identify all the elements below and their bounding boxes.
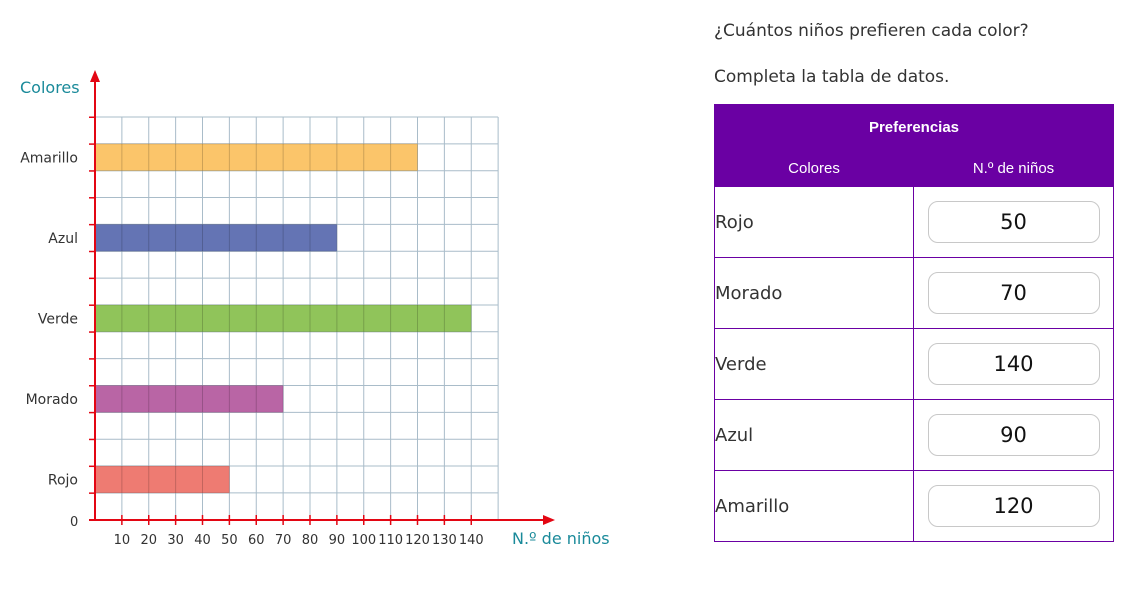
count-input[interactable]: 120 — [927, 485, 1100, 527]
bar-rojo — [94, 465, 230, 494]
bar-amarillo — [94, 143, 418, 172]
x-tick-label: 90 — [329, 533, 346, 548]
table-row: Verde 140 — [714, 328, 1114, 400]
value-cell: 50 — [913, 186, 1114, 258]
origin-label: 0 — [70, 515, 78, 530]
value-cell: 90 — [913, 399, 1114, 471]
category-label: Amarillo — [20, 150, 78, 166]
category-label: Azul — [48, 231, 78, 247]
x-tick-label: 60 — [248, 533, 265, 548]
value-cell: 120 — [913, 470, 1114, 542]
table-title: Preferencias — [714, 104, 1114, 150]
color-name-cell: Verde — [714, 328, 914, 400]
bar-chart: Amarillo Azul Verde Morado Rojo 10 20 30 40 50 60 7… — [20, 70, 610, 548]
chart-labels: Amarillo Azul Verde Morado Rojo 10 20 30 40 50 60 7… — [20, 150, 483, 548]
x-tick-label: 140 — [459, 533, 484, 548]
x-tick-label: 10 — [114, 533, 131, 548]
category-label: Morado — [26, 392, 78, 408]
question-text: ¿Cuántos niños prefieren cada color? — [714, 21, 1029, 41]
bar-morado — [94, 385, 284, 413]
y-axis-arrow — [90, 70, 100, 82]
x-axis-title: N.º de niños — [512, 529, 610, 548]
table-row: Morado 70 — [714, 257, 1114, 329]
table-row: Amarillo 120 — [714, 470, 1114, 542]
data-panel: ¿Cuántos niños prefieren cada color? Com… — [714, 18, 1114, 542]
chart-bars — [94, 143, 472, 494]
column-header-colors: Colores — [714, 149, 914, 187]
y-axis-title: Colores — [20, 78, 80, 97]
x-tick-label: 30 — [167, 533, 184, 548]
color-name-cell: Rojo — [714, 186, 914, 258]
x-tick-label: 130 — [432, 533, 457, 548]
x-tick-label: 20 — [140, 533, 157, 548]
count-input[interactable]: 140 — [927, 343, 1100, 385]
value-cell: 70 — [913, 257, 1114, 329]
table-row: Azul 90 — [714, 399, 1114, 471]
bar-verde — [94, 304, 472, 333]
bar-azul — [94, 223, 338, 252]
x-tick-label: 120 — [405, 533, 430, 548]
count-input[interactable]: 50 — [927, 201, 1100, 243]
chart-axes — [89, 70, 555, 525]
column-header-count: N.º de niños — [913, 149, 1114, 187]
data-table: Preferencias Colores N.º de niños Rojo 50… — [714, 104, 1114, 542]
color-name-cell: Azul — [714, 399, 914, 471]
x-axis-arrow — [543, 515, 555, 525]
table-body: Rojo 50 Morado 70 Verde 140 Azul 90 Amarillo 120 — [714, 186, 1114, 542]
table-row: Rojo 50 — [714, 186, 1114, 258]
x-tick-label: 70 — [275, 533, 292, 548]
count-input[interactable]: 70 — [927, 272, 1100, 314]
count-input[interactable]: 90 — [927, 414, 1100, 456]
value-cell: 140 — [913, 328, 1114, 400]
x-tick-label: 100 — [351, 533, 376, 548]
color-name-cell: Amarillo — [714, 470, 914, 542]
category-label: Verde — [38, 311, 78, 327]
x-tick-label: 110 — [378, 533, 403, 548]
x-tick-label: 40 — [194, 533, 211, 548]
x-tick-label: 80 — [302, 533, 319, 548]
category-label: Rojo — [48, 472, 78, 488]
instruction-text: Completa la tabla de datos. — [714, 67, 950, 87]
x-tick-label: 50 — [221, 533, 238, 548]
color-name-cell: Morado — [714, 257, 914, 329]
